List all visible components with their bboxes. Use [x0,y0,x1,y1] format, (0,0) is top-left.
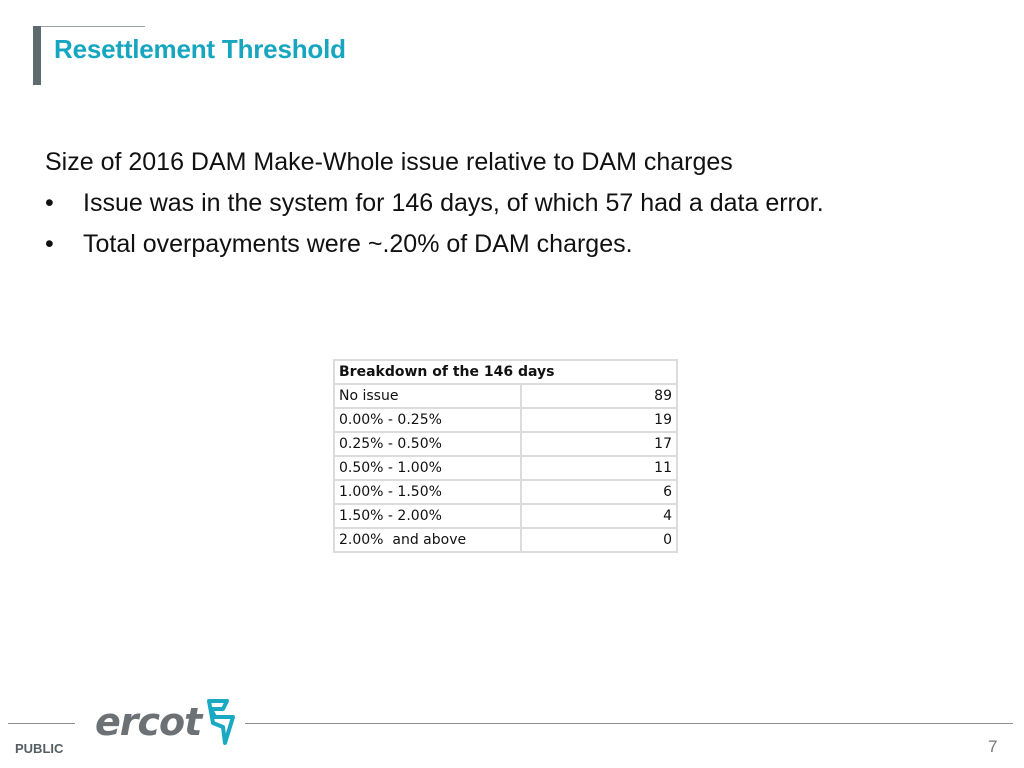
row-label: 0.50% - 1.00% [333,455,522,481]
classification-label: PUBLIC [15,741,64,756]
row-value: 4 [520,503,678,529]
footer-divider-right [245,723,1013,724]
row-value: 6 [520,479,678,505]
slide-title: Resettlement Threshold [54,34,346,64]
row-label: 0.00% - 0.25% [333,407,522,433]
breakdown-table: Breakdown of the 146 days No issue 89 0.… [333,359,678,553]
bullet-item: • Total overpayments were ~.20% of DAM c… [45,224,824,265]
footer-divider-left [8,723,75,724]
bullet-icon: • [45,230,54,258]
row-value: 89 [520,383,678,409]
row-label: 2.00% and above [333,527,522,553]
intro-text: Size of 2016 DAM Make-Whole issue relati… [45,148,733,176]
table-row: 0.00% - 0.25% 19 [333,407,678,433]
table-row: 1.50% - 2.00% 4 [333,503,678,529]
row-value: 0 [520,527,678,553]
row-label: 0.25% - 0.50% [333,431,522,457]
ercot-logo: ercot [95,697,239,747]
table-row: 0.50% - 1.00% 11 [333,455,678,481]
row-label: No issue [333,383,522,409]
table-row: 0.25% - 0.50% 17 [333,431,678,457]
table-header: Breakdown of the 146 days [333,359,678,385]
row-value: 11 [520,455,678,481]
row-value: 17 [520,431,678,457]
bullet-text: Total overpayments were ~.20% of DAM cha… [83,230,633,258]
title-top-line [33,26,145,27]
bullet-item: • Issue was in the system for 146 days, … [45,183,824,224]
table-row: 1.00% - 1.50% 6 [333,479,678,505]
row-value: 19 [520,407,678,433]
row-label: 1.00% - 1.50% [333,479,522,505]
bullet-text: Issue was in the system for 146 days, of… [83,189,824,217]
table-row: No issue 89 [333,383,678,409]
slide-body: Size of 2016 DAM Make-Whole issue relati… [45,142,824,265]
bullet-icon: • [45,189,54,217]
title-accent-bar [33,26,41,85]
table-header-row: Breakdown of the 146 days [333,359,678,385]
lightning-bolt-icon [207,699,236,745]
logo-wordmark: ercot [95,700,202,744]
row-label: 1.50% - 2.00% [333,503,522,529]
page-number: 7 [988,737,998,756]
table-row: 2.00% and above 0 [333,527,678,553]
